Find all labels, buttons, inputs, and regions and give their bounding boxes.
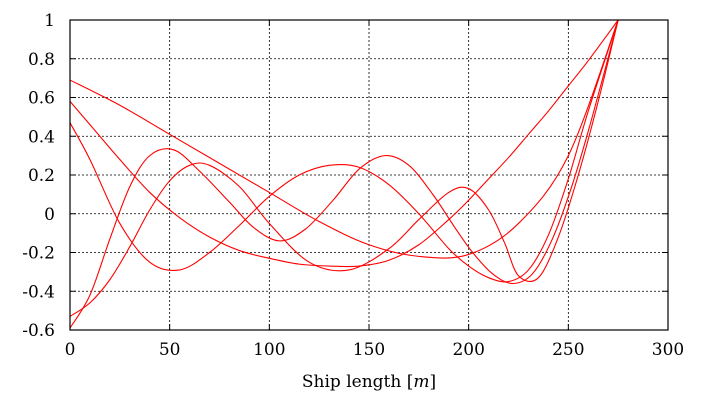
- x-tick-label: 0: [65, 340, 76, 360]
- x-axis-title: Ship length [m]: [302, 372, 436, 392]
- series-line-5: [69, 19, 619, 329]
- series-line-4: [69, 19, 619, 317]
- x-axis-title-unit: m: [413, 372, 429, 392]
- series-lines: [69, 19, 619, 329]
- y-tick-label: 0.8: [28, 50, 55, 70]
- x-tick-label: 150: [353, 340, 385, 360]
- y-tick-label: 0.6: [28, 89, 55, 109]
- axis-ticks: [69, 19, 669, 331]
- x-axis-title-prefix: Ship length [: [302, 372, 413, 392]
- x-axis-title-suffix: ]: [429, 372, 436, 392]
- x-tick-label: 200: [452, 340, 484, 360]
- x-tick-label: 100: [253, 340, 285, 360]
- x-tick-labels: 0 50 100 150 200 250 300: [65, 340, 685, 360]
- series-line-3: [69, 19, 619, 283]
- y-tick-label: -0.4: [22, 282, 55, 302]
- series-line-2: [69, 19, 619, 268]
- x-tick-label: 250: [552, 340, 584, 360]
- y-tick-label: -0.6: [22, 321, 55, 341]
- y-tick-label: 0: [44, 205, 55, 225]
- series-line-1: [69, 19, 619, 259]
- x-tick-label: 50: [159, 340, 181, 360]
- y-tick-labels: -0.6 -0.4 -0.2 0 0.2 0.4 0.6 0.8 1: [22, 11, 55, 341]
- y-tick-label: -0.2: [22, 244, 55, 264]
- y-tick-label: 0.2: [28, 166, 55, 186]
- y-tick-label: 1: [44, 11, 55, 31]
- y-tick-label: 0.4: [28, 127, 55, 147]
- x-tick-label: 300: [652, 340, 684, 360]
